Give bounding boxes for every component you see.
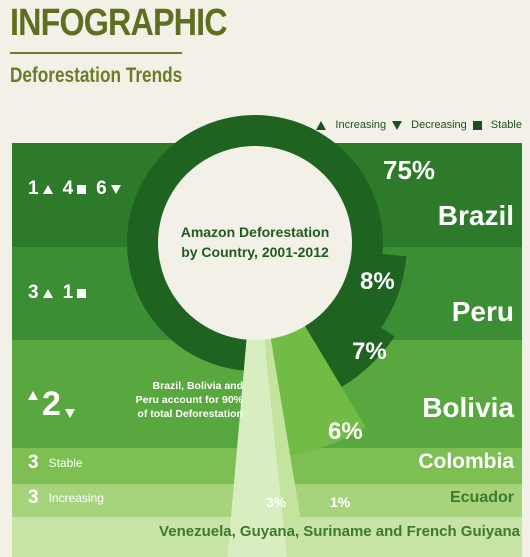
value-label: 3% [266, 494, 287, 510]
legend-label: Stable [490, 119, 522, 131]
legend-label: Increasing [335, 119, 387, 131]
category-label: Ecuador [449, 489, 514, 506]
value-label: 8% [360, 268, 395, 295]
legend: Increasing Decreasing Stable [316, 119, 522, 131]
count: 4 [62, 178, 74, 199]
icon [28, 391, 38, 400]
legend-label: Decreasing [411, 119, 467, 131]
annotation: Brazil, Bolivia and Peru account for 90%… [135, 380, 243, 420]
count: 2 [42, 385, 61, 423]
subtitle: Deforestation Trends [10, 64, 183, 87]
count: 3 [28, 487, 39, 508]
donut-hole [158, 146, 352, 340]
legend-icon [316, 120, 327, 130]
value-label: 75% [383, 155, 436, 185]
count: 1 [62, 282, 74, 303]
title-rule [10, 52, 182, 54]
trend-row: 1 4 6 [28, 178, 121, 200]
count: 1 [28, 178, 39, 199]
pie-slice [227, 243, 287, 557]
category-label: Colombia [418, 450, 514, 473]
icon [77, 288, 87, 298]
icon [42, 184, 53, 194]
legend-icon [392, 120, 403, 130]
category-label: Peru [451, 296, 514, 327]
count: 6 [96, 178, 107, 199]
chart-title: Amazon Deforestation by Country, 2001-20… [180, 224, 330, 260]
trend-label: Increasing [48, 491, 104, 505]
icon [42, 288, 53, 298]
icon [64, 409, 75, 418]
trend-row: 3 Stable [28, 452, 83, 474]
trend-row: 2 [28, 385, 75, 424]
trend-row: 3 1 [28, 282, 87, 304]
icon [77, 184, 87, 194]
trend-row: 3 Increasing [28, 487, 104, 509]
category-label: Brazil [437, 200, 514, 231]
value-label: 7% [352, 338, 387, 365]
trend-label: Stable [48, 456, 83, 470]
legend-icon [472, 120, 482, 130]
count: 3 [28, 282, 39, 303]
value-label: 6% [328, 418, 363, 445]
icon [110, 184, 121, 194]
value-label: 1% [330, 494, 351, 510]
category-label: Venezuela, Guyana, Suriname and French G… [159, 523, 520, 540]
title: INFOGRAPHIC [10, 2, 228, 44]
count: 3 [28, 452, 39, 473]
category-label: Bolivia [422, 392, 514, 423]
